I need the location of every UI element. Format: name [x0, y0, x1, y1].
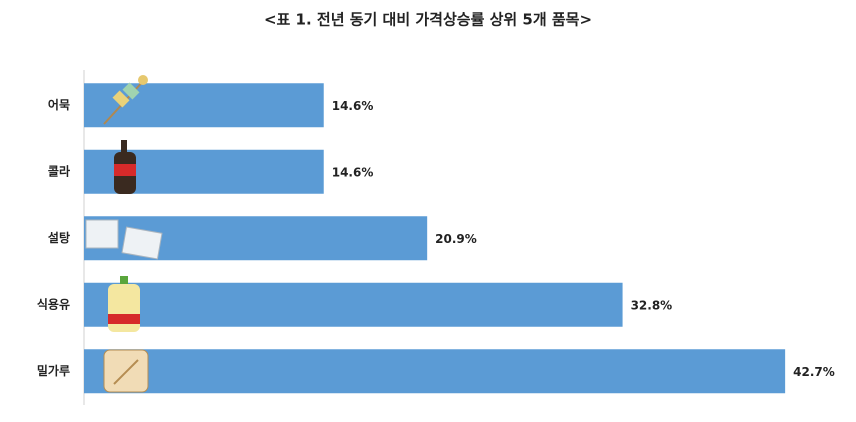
- bar: [84, 282, 623, 327]
- value-label: 32.8%: [631, 298, 673, 312]
- bar: [84, 349, 786, 394]
- icon-oil-label: [108, 314, 140, 324]
- icon-sugar-cube: [85, 219, 119, 249]
- icon-wheat: [113, 359, 139, 385]
- value-label: 20.9%: [435, 232, 477, 246]
- value-label: 14.6%: [332, 165, 374, 179]
- bars: [84, 83, 786, 394]
- icon-bottle-label: [114, 164, 136, 176]
- icon-fishcake: [112, 90, 130, 108]
- value-label: 42.7%: [793, 365, 835, 379]
- icon-fishcake: [138, 75, 148, 85]
- icon-oil-bottle: [108, 284, 140, 332]
- category-label: 식용유: [37, 296, 70, 311]
- icons: [85, 75, 163, 393]
- category-label: 콜라: [48, 163, 70, 178]
- icon-fishcake: [122, 82, 140, 100]
- chart-title: <표 1. 전년 동기 대비 가격상승률 상위 5개 품목>: [264, 11, 592, 29]
- category-label: 설탕: [48, 230, 70, 245]
- value-label: 14.6%: [332, 99, 374, 113]
- category-label: 밀가루: [37, 363, 70, 378]
- icon-bottle-neck: [121, 140, 127, 152]
- category-label: 어묵: [48, 97, 70, 112]
- icon-sugar-cube: [121, 226, 163, 260]
- icon-oil-cap: [120, 276, 128, 284]
